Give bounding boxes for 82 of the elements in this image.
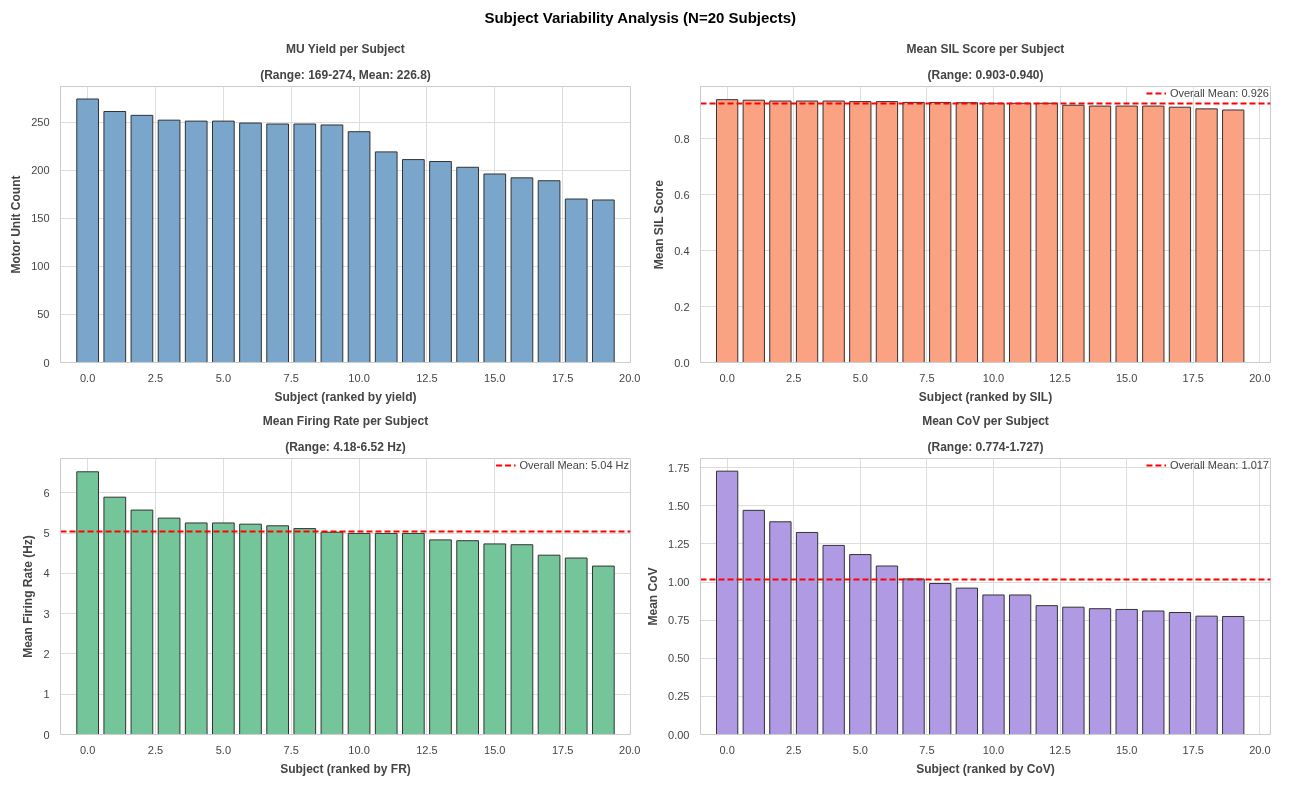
x-tick-label: 17.5 — [551, 743, 574, 756]
y-tick-label: 0.6 — [674, 188, 690, 201]
y-axis-title: Mean SIL Score — [652, 179, 667, 270]
chart-title: MU Yield per Subject — [286, 41, 405, 56]
y-tick-label: 3 — [43, 607, 50, 620]
x-tick-label: 5.0 — [215, 371, 232, 384]
y-tick-label: 1.50 — [668, 499, 690, 512]
y-tick-label: 50 — [37, 308, 50, 321]
x-tick-label: 12.5 — [416, 743, 438, 756]
y-tick-label: 0.2 — [674, 300, 690, 313]
chart-title: Mean SIL Score per Subject — [906, 41, 1065, 56]
chart-subtitle: (Range: 0.774-1.727) — [927, 439, 1044, 454]
y-tick-label: 250 — [31, 116, 50, 129]
x-tick-label: 10.0 — [348, 743, 370, 756]
x-tick-label: 10.0 — [982, 371, 1005, 384]
x-tick-label: 2.5 — [786, 371, 802, 384]
y-tick-label: 0 — [43, 356, 50, 369]
x-axis-title: Subject (ranked by FR) — [280, 761, 411, 776]
x-tick-label: 15.0 — [484, 743, 506, 756]
x-tick-label: 12.5 — [1049, 371, 1071, 384]
x-tick-label: 5.0 — [215, 743, 232, 756]
y-tick-label: 0.8 — [674, 132, 690, 145]
y-tick-label: 0 — [43, 728, 50, 741]
x-tick-label: 7.5 — [919, 371, 935, 384]
x-tick-label: 0.0 — [80, 743, 96, 756]
x-axis-title: Subject (ranked by SIL) — [918, 389, 1053, 404]
chart-subtitle: (Range: 0.903-0.940) — [927, 67, 1044, 82]
text: Subject Variability Analysis (N=20 Subjects) — [484, 9, 797, 26]
x-tick-label: 20.0 — [1249, 371, 1271, 384]
x-tick-label: 12.5 — [416, 371, 438, 384]
x-tick-label: 20.0 — [1249, 743, 1271, 756]
x-axis-title: Subject (ranked by yield) — [274, 389, 417, 404]
legend-label: Overall Mean: 5.04 Hz — [519, 459, 629, 471]
chart-title: Mean Firing Rate per Subject — [262, 413, 429, 428]
y-tick-label: 0.00 — [668, 728, 690, 741]
x-tick-label: 5.0 — [852, 371, 868, 384]
x-tick-label: 20.0 — [619, 743, 641, 756]
y-tick-label: 1 — [43, 688, 50, 701]
y-tick-label: 0.25 — [668, 690, 690, 703]
y-axis-title: Motor Unit Count — [9, 175, 24, 274]
legend-label: Overall Mean: 0.926 — [1169, 87, 1269, 99]
x-tick-label: 17.5 — [1182, 371, 1204, 384]
y-tick-label: 5 — [43, 527, 50, 540]
x-tick-label: 0.0 — [80, 371, 96, 384]
x-tick-label: 7.5 — [283, 371, 299, 384]
y-tick-label: 200 — [31, 164, 50, 177]
y-tick-label: 1.00 — [668, 576, 690, 589]
chart-title: Mean CoV per Subject — [922, 413, 1049, 428]
x-tick-label: 15.0 — [1115, 371, 1138, 384]
y-tick-label: 1.75 — [668, 461, 690, 474]
y-tick-label: 6 — [43, 486, 50, 499]
y-tick-label: 150 — [31, 212, 50, 225]
y-tick-label: 0.50 — [668, 652, 690, 665]
x-tick-label: 7.5 — [283, 743, 299, 756]
y-tick-label: 0.4 — [674, 244, 690, 257]
y-tick-label: 0.0 — [674, 356, 690, 369]
x-tick-label: 2.5 — [147, 371, 164, 384]
chart-subtitle: (Range: 169-274, Mean: 226.8) — [260, 67, 431, 82]
x-tick-label: 2.5 — [147, 743, 164, 756]
y-tick-label: 0.75 — [668, 614, 690, 627]
x-tick-label: 10.0 — [348, 371, 370, 384]
legend-label: Overall Mean: 1.017 — [1169, 459, 1269, 471]
y-tick-label: 100 — [31, 260, 50, 273]
x-tick-label: 0.0 — [719, 743, 735, 756]
x-tick-label: 10.0 — [982, 743, 1005, 756]
x-tick-label: 15.0 — [1115, 743, 1138, 756]
x-tick-label: 7.5 — [919, 743, 935, 756]
x-axis-title: Subject (ranked by CoV) — [916, 761, 1055, 776]
y-tick-label: 4 — [43, 567, 50, 580]
y-axis-title: Mean CoV — [646, 567, 661, 626]
x-tick-label: 12.5 — [1049, 743, 1071, 756]
x-tick-label: 17.5 — [1182, 743, 1204, 756]
x-tick-label: 17.5 — [551, 371, 574, 384]
y-tick-label: 2 — [43, 647, 50, 660]
x-tick-label: 15.0 — [484, 371, 506, 384]
chart-subtitle: (Range: 4.18-6.52 Hz) — [285, 439, 406, 454]
x-tick-label: 0.0 — [719, 371, 735, 384]
y-axis-title: Mean Firing Rate (Hz) — [21, 535, 36, 658]
x-tick-label: 5.0 — [852, 743, 868, 756]
y-tick-label: 1.25 — [668, 537, 690, 550]
x-tick-label: 2.5 — [786, 743, 802, 756]
x-tick-label: 20.0 — [619, 371, 641, 384]
